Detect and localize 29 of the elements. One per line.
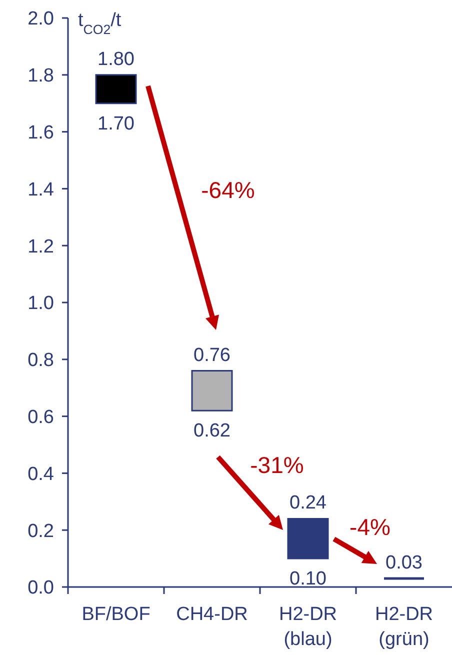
bar bbox=[191, 370, 233, 412]
y-tick-label: 0.4 bbox=[28, 464, 54, 485]
y-tick-label: 1.6 bbox=[28, 122, 54, 144]
annotation: 0.62 bbox=[194, 420, 230, 442]
y-tick-label: 1.2 bbox=[28, 236, 54, 258]
annotation: 0.10 bbox=[290, 568, 326, 590]
y-tick-label: 0.8 bbox=[28, 350, 54, 372]
y-tick-label: 0.2 bbox=[28, 520, 54, 542]
annotation: 0.76 bbox=[194, 344, 230, 366]
annotation: -64% bbox=[201, 177, 255, 204]
annotation: -31% bbox=[250, 452, 304, 478]
y-tick-label: 2.0 bbox=[28, 8, 54, 30]
annotation: 1.70 bbox=[98, 113, 134, 134]
x-tick-label: H2-DR (grün) bbox=[374, 604, 434, 650]
bar bbox=[95, 74, 137, 104]
x-tick-label: BF/BOF bbox=[82, 604, 150, 625]
annotation: 0.03 bbox=[386, 552, 422, 574]
y-tick-label: 0.0 bbox=[28, 578, 54, 599]
x-tick-label: CH4-DR bbox=[176, 604, 248, 625]
annotation: 1.80 bbox=[98, 48, 134, 70]
y-tick-label: 1.0 bbox=[28, 293, 54, 314]
bar bbox=[287, 518, 329, 560]
x-tick-label: H2-DR (blau) bbox=[278, 604, 338, 650]
y-tick-label: 0.6 bbox=[28, 406, 54, 428]
annotation: 0.24 bbox=[290, 492, 327, 514]
y-tick-label: 1.8 bbox=[28, 66, 54, 87]
annotation: -4% bbox=[350, 514, 390, 540]
y-axis-title: t$_{CO2}$/t bbox=[78, 10, 122, 36]
y-tick-label: 1.4 bbox=[28, 179, 54, 200]
